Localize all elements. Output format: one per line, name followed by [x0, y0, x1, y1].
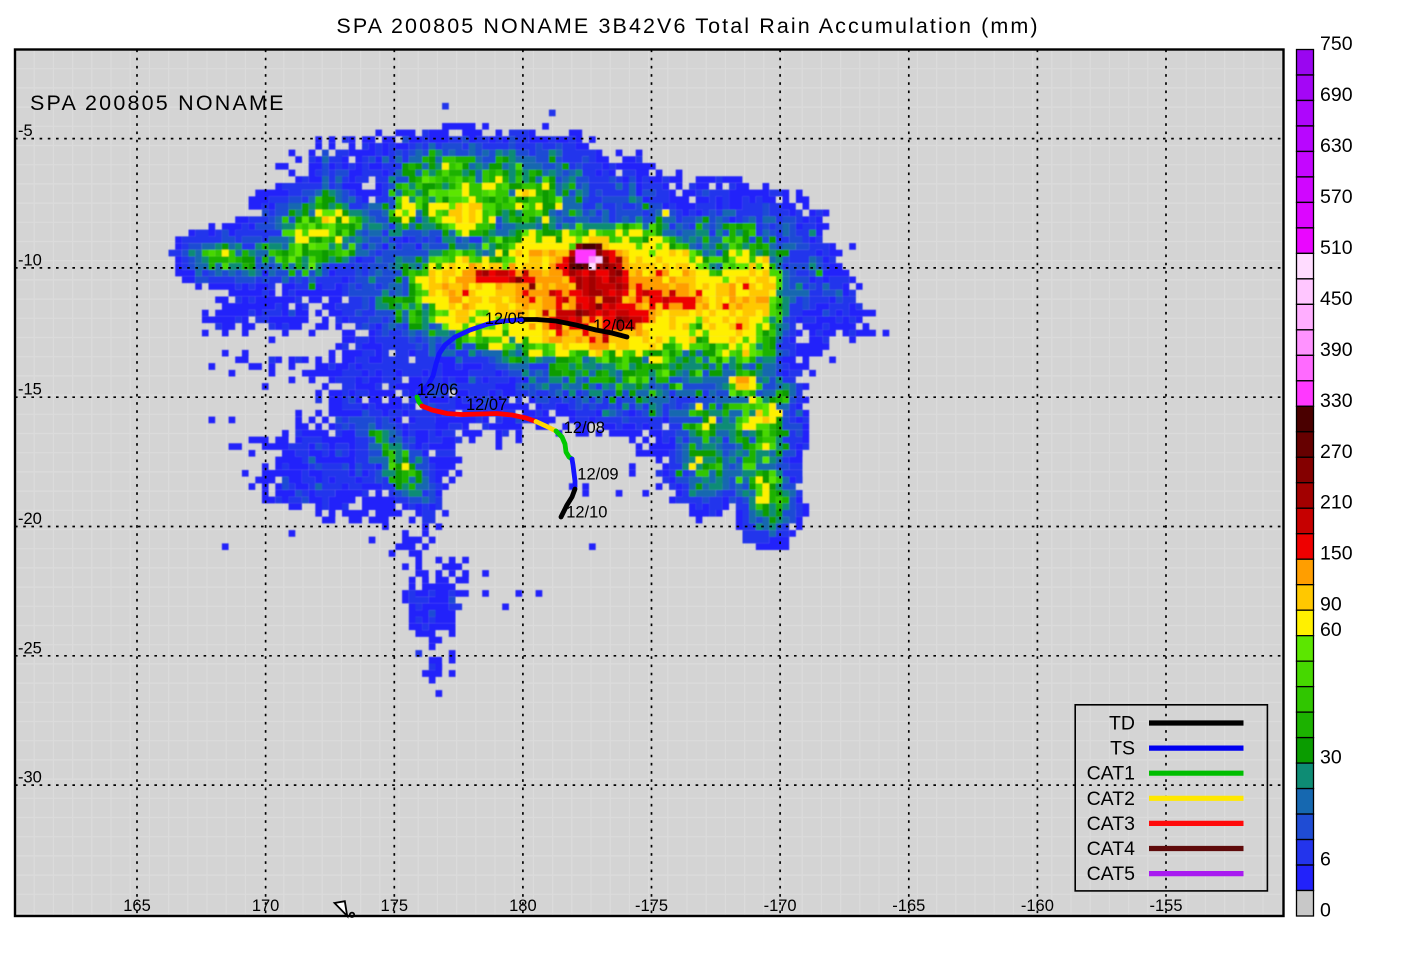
svg-text:180: 180: [509, 897, 537, 915]
svg-text:-160: -160: [1021, 897, 1054, 915]
svg-text:-175: -175: [635, 897, 668, 915]
svg-text:6: 6: [1320, 849, 1331, 871]
svg-text:CAT2: CAT2: [1087, 788, 1135, 810]
svg-text:30: 30: [1320, 747, 1342, 769]
svg-text:12/05: 12/05: [485, 310, 526, 328]
svg-text:12/08: 12/08: [564, 419, 605, 437]
svg-text:CAT1: CAT1: [1087, 763, 1135, 785]
svg-text:-30: -30: [18, 769, 42, 787]
svg-text:90: 90: [1320, 594, 1342, 616]
svg-text:-5: -5: [18, 122, 33, 140]
svg-text:570: 570: [1320, 186, 1353, 208]
svg-text:-20: -20: [18, 510, 42, 528]
svg-text:12/09: 12/09: [577, 466, 618, 484]
svg-text:210: 210: [1320, 492, 1353, 514]
svg-text:CAT3: CAT3: [1087, 813, 1135, 835]
svg-text:0: 0: [1320, 900, 1331, 922]
svg-text:12/10: 12/10: [566, 504, 607, 522]
svg-text:175: 175: [381, 897, 409, 915]
svg-text:-10: -10: [18, 251, 42, 269]
svg-text:150: 150: [1320, 543, 1353, 565]
svg-text:165: 165: [123, 897, 151, 915]
svg-text:CAT5: CAT5: [1087, 863, 1136, 885]
svg-text:60: 60: [1320, 619, 1342, 641]
svg-text:-170: -170: [764, 897, 797, 915]
svg-text:630: 630: [1320, 135, 1353, 157]
svg-text:390: 390: [1320, 339, 1353, 361]
svg-text:-15: -15: [18, 381, 42, 399]
svg-text:SPA 200805 NONAME: SPA 200805 NONAME: [30, 91, 286, 115]
svg-text:-155: -155: [1149, 897, 1182, 915]
svg-text:CAT4: CAT4: [1087, 838, 1136, 860]
svg-text:330: 330: [1320, 390, 1353, 412]
svg-text:450: 450: [1320, 288, 1353, 310]
svg-text:SPA 200805 NONAME 3B42V6 Total: SPA 200805 NONAME 3B42V6 Total Rain Accu…: [336, 14, 1039, 38]
svg-text:TD: TD: [1109, 713, 1135, 735]
svg-text:750: 750: [1320, 33, 1353, 55]
svg-text:690: 690: [1320, 84, 1353, 106]
svg-text:12/06: 12/06: [417, 381, 458, 399]
svg-text:170: 170: [252, 897, 280, 915]
svg-text:12/04: 12/04: [593, 317, 634, 335]
svg-text:TS: TS: [1110, 738, 1135, 760]
svg-text:270: 270: [1320, 441, 1353, 463]
svg-text:510: 510: [1320, 237, 1353, 259]
svg-text:12/07: 12/07: [466, 396, 507, 414]
svg-text:-165: -165: [892, 897, 925, 915]
svg-text:-25: -25: [18, 639, 42, 657]
